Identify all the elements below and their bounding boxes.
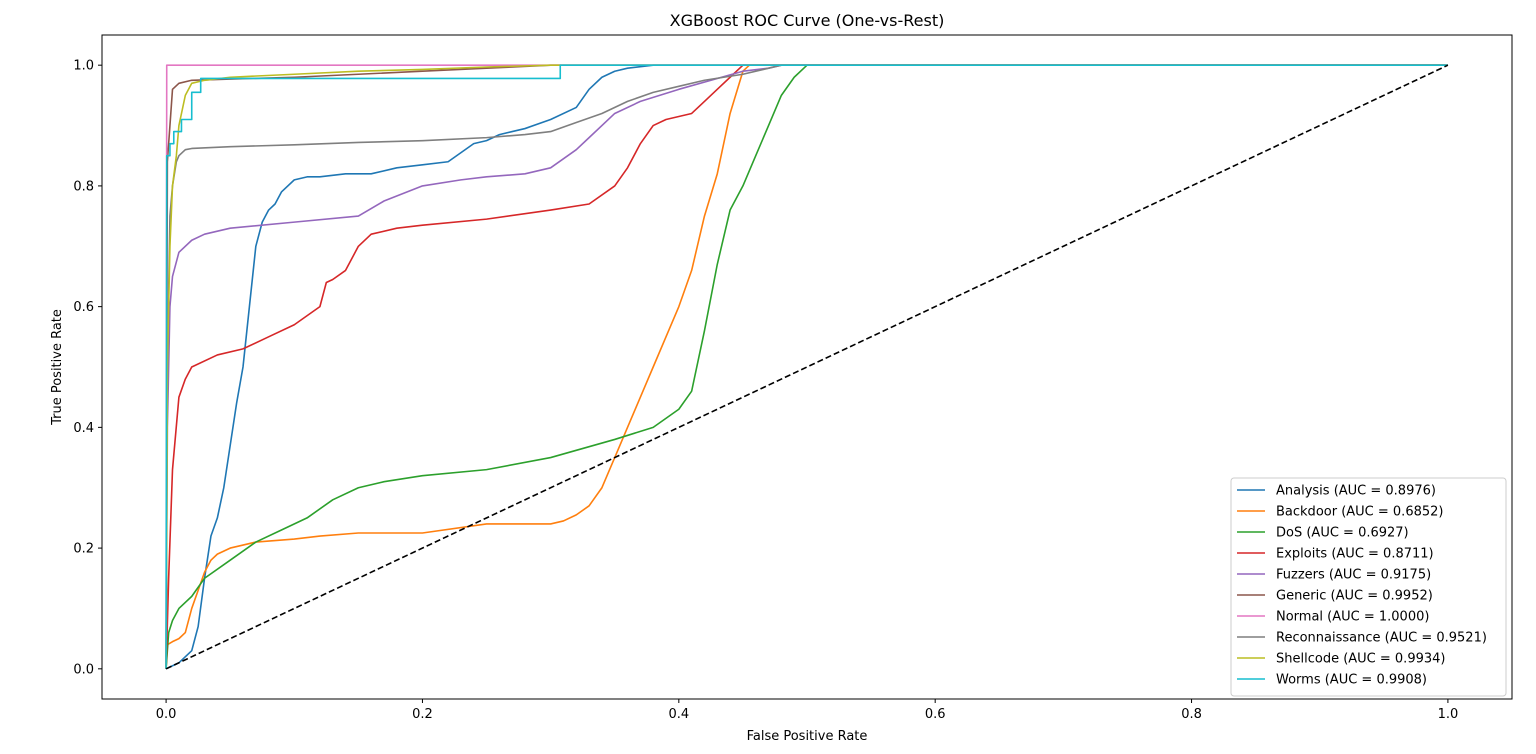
series-line-exploits — [165, 64, 1448, 669]
series-line-worms — [165, 64, 1448, 669]
y-axis-ticks: 0.0 0.2 0.4 0.6 0.8 1.0 — [73, 59, 102, 677]
series-line-backdoor — [165, 64, 1448, 669]
x-axis-ticks: 0.0 0.2 0.4 0.6 0.8 1.0 — [156, 699, 1459, 722]
series-line-fuzzers — [165, 64, 1448, 669]
x-axis-label: False Positive Rate — [747, 729, 868, 744]
y-tick-label: 0.4 — [73, 421, 94, 436]
plot-area — [165, 64, 1449, 670]
legend-box — [1230, 477, 1507, 697]
legend-label-fuzzers: Fuzzers (AUC = 0.9175) — [1276, 568, 1431, 583]
series-line-shellcode — [165, 64, 1448, 669]
legend: Analysis (AUC = 0.8976) Backdoor (AUC = 0… — [1230, 477, 1507, 697]
x-tick-label: 0.4 — [668, 707, 689, 722]
x-tick-label: 0.8 — [1181, 707, 1202, 722]
legend-label-shellcode: Shellcode (AUC = 0.9934) — [1276, 652, 1445, 667]
y-tick-label: 1.0 — [73, 59, 94, 74]
y-tick-label: 0.0 — [73, 662, 94, 677]
chart-title: XGBoost ROC Curve (One-vs-Rest) — [670, 11, 945, 30]
legend-label-generic: Generic (AUC = 0.9952) — [1276, 589, 1433, 604]
legend-label-exploits: Exploits (AUC = 0.8711) — [1276, 547, 1434, 562]
series-line-analysis — [165, 64, 1448, 670]
x-tick-label: 1.0 — [1438, 707, 1459, 722]
legend-label-analysis: Analysis (AUC = 0.8976) — [1276, 484, 1436, 499]
y-axis-label: True Positive Rate — [50, 309, 65, 426]
legend-label-normal: Normal (AUC = 1.0000) — [1276, 610, 1429, 625]
x-tick-label: 0.0 — [156, 707, 177, 722]
y-tick-label: 0.2 — [73, 542, 94, 557]
reference-diagonal-line — [165, 64, 1449, 670]
y-tick-label: 0.8 — [73, 179, 94, 194]
legend-label-reconnaissance: Reconnaissance (AUC = 0.9521) — [1276, 631, 1487, 646]
legend-label-worms: Worms (AUC = 0.9908) — [1276, 673, 1427, 688]
legend-label-backdoor: Backdoor (AUC = 0.6852) — [1276, 505, 1443, 520]
legend-label-dos: DoS (AUC = 0.6927) — [1276, 526, 1409, 541]
y-tick-label: 0.6 — [73, 300, 94, 315]
series-line-dos — [165, 64, 1448, 669]
plot-frame — [101, 34, 1513, 700]
x-tick-label: 0.6 — [925, 707, 946, 722]
x-tick-label: 0.2 — [412, 707, 433, 722]
